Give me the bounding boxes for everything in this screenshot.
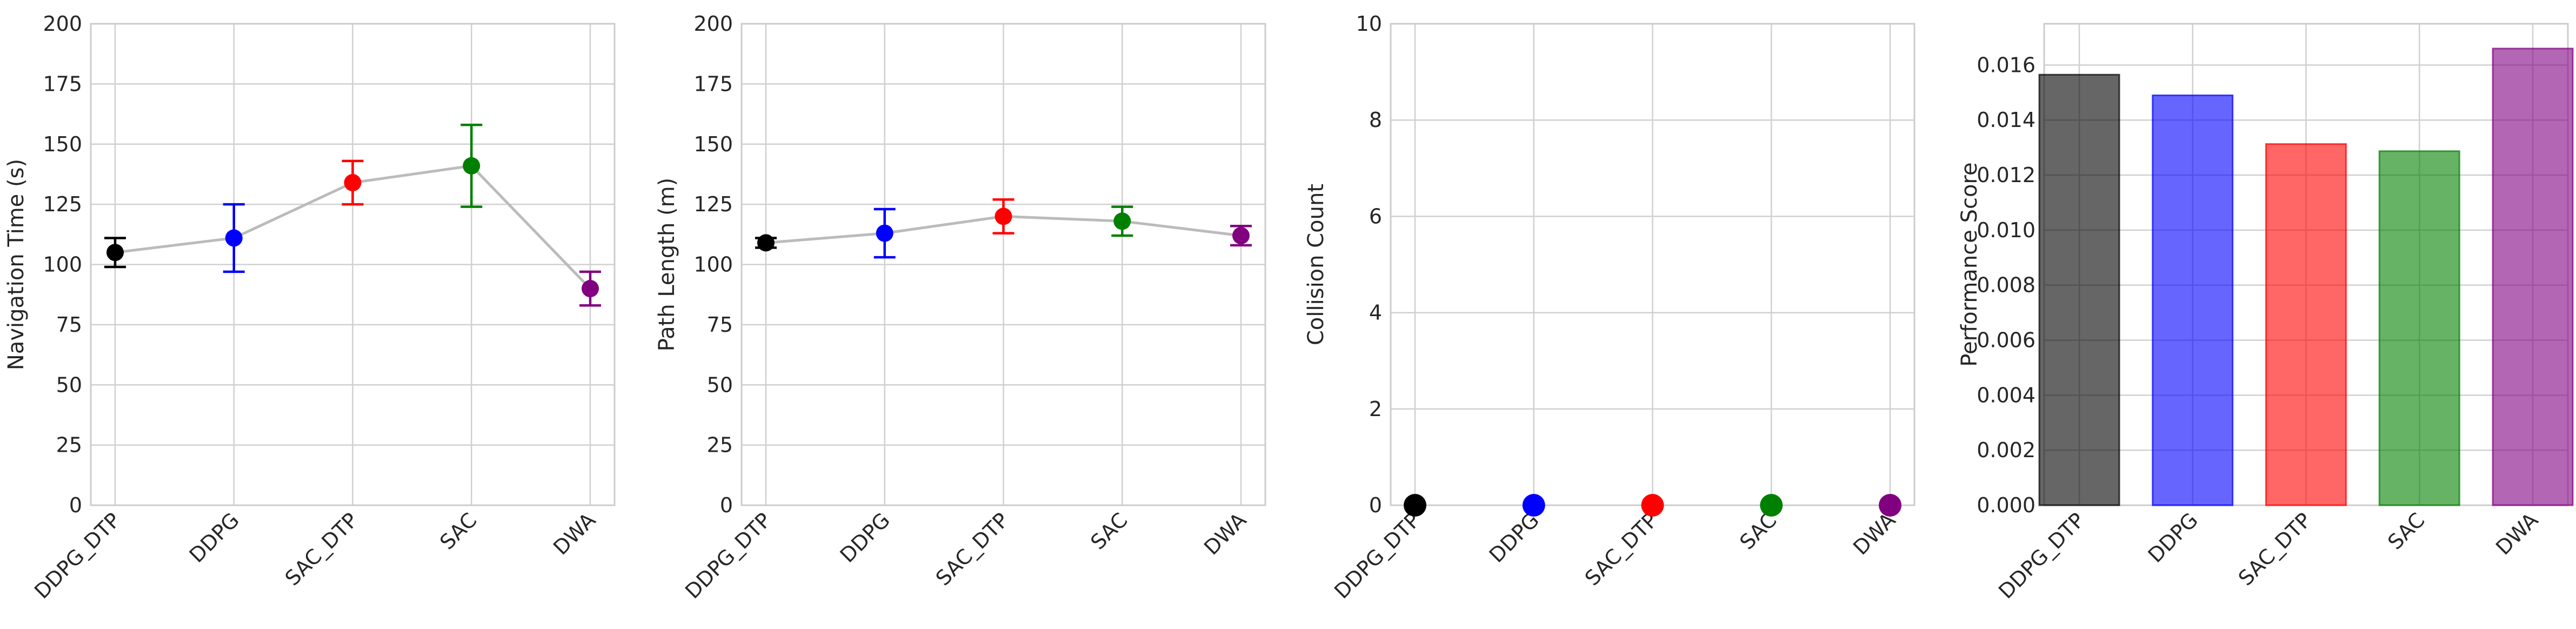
x-tick-label: SAC_DTP	[281, 508, 363, 590]
axes-frame	[90, 23, 616, 506]
x-tick-label: SAC	[1086, 508, 1132, 554]
chart-2: 0 25 50 75 100 125 150 175 200 DDPG_DTP DDPG SAC_DT…	[655, 12, 1266, 604]
x-tick-label: SAC_DTP	[1580, 508, 1663, 590]
y-axis-label: Performance Score	[1957, 162, 1982, 366]
x-tick-label: DDPG	[1485, 508, 1544, 567]
y-tick-label: 175	[43, 72, 82, 96]
y-tick-label: 50	[56, 373, 82, 397]
x-tick-label: DDPG_DTP	[680, 508, 776, 603]
y-axis-label: Path Length (m)	[655, 178, 679, 351]
y-tick-label: 10	[1356, 12, 1382, 36]
x-tick-label: DWA	[2491, 508, 2542, 559]
y-tick-label: 75	[56, 313, 82, 337]
y-tick-label: 200	[693, 12, 733, 36]
point-ddpg	[1522, 494, 1545, 517]
point-ddpg	[225, 229, 243, 247]
y-tick-label: 0	[720, 493, 733, 517]
x-tick-label: DDPG	[836, 508, 895, 567]
y-tick-label: 8	[1369, 108, 1382, 132]
y-tick-label: 0.000	[1977, 493, 2036, 517]
bar-sac	[2378, 150, 2460, 506]
bar-sac_dtp	[2265, 143, 2347, 506]
y-tick-label: 0.010	[1977, 218, 2036, 242]
bar-ddpg	[2152, 94, 2234, 506]
y-tick-label: 0.014	[1977, 108, 2036, 132]
point-dwa	[582, 280, 599, 298]
x-tick-label: DWA	[1199, 508, 1251, 559]
y-tick-label: 25	[707, 433, 733, 457]
point-dwa	[1879, 494, 1901, 517]
x-tick-label: SAC	[435, 508, 481, 554]
y-tick-label: 75	[707, 313, 733, 337]
y-tick-label: 50	[707, 373, 733, 397]
y-tick-label: 150	[693, 132, 733, 156]
y-axis-label: Navigation Time (s)	[4, 159, 29, 370]
y-tick-label: 175	[693, 72, 733, 96]
bar-ddpg_dtp	[2038, 73, 2120, 506]
point-sac	[1113, 212, 1131, 230]
chart-1: 0 25 50 75 100 125 150 175 200 DDPG_DTP DDPG SAC_DT…	[4, 12, 616, 604]
point-sac_dtp	[344, 174, 362, 192]
chart-4: 0.000 0.002 0.004 0.006 0.008 0.010 0.012 0.014…	[1957, 23, 2574, 604]
y-tick-label: 0.016	[1977, 53, 2036, 77]
y-axis-label: Collision Count	[1304, 184, 1329, 345]
y-tick-label: 0.008	[1977, 273, 2036, 297]
point-ddpg	[876, 224, 893, 242]
point-ddpg_dtp	[106, 244, 124, 262]
point-sac	[463, 157, 481, 175]
x-tick-label: DDPG_DTP	[1330, 508, 1425, 603]
x-tick-label: SAC_DTP	[2234, 508, 2316, 590]
point-ddpg_dtp	[757, 234, 775, 252]
x-tick-label: SAC_DTP	[931, 508, 1013, 590]
y-tick-label: 125	[43, 192, 82, 216]
x-tick-label: DDPG	[185, 508, 244, 567]
x-tick-label: DWA	[549, 508, 600, 559]
y-tick-label: 25	[56, 433, 82, 457]
y-tick-label: 6	[1369, 204, 1382, 228]
point-sac_dtp	[1641, 494, 1664, 517]
y-tick-label: 200	[43, 12, 82, 36]
y-tick-label: 0.006	[1977, 329, 2036, 352]
axes-frame	[740, 23, 1266, 506]
y-tick-label: 0.004	[1977, 383, 2036, 407]
point-dwa	[1232, 227, 1250, 245]
y-tick-label: 0	[1369, 493, 1382, 517]
y-tick-label: 100	[43, 253, 82, 277]
point-ddpg_dtp	[1404, 494, 1426, 517]
bar-dwa	[2492, 48, 2574, 506]
y-tick-label: 4	[1369, 301, 1382, 325]
y-tick-label: 0.002	[1977, 438, 2036, 462]
y-tick-label: 0	[69, 493, 82, 517]
y-tick-label: 0.012	[1977, 163, 2036, 187]
y-tick-label: 125	[693, 192, 733, 216]
x-tick-label: DDPG	[2144, 508, 2203, 567]
x-tick-label: DDPG_DTP	[1994, 508, 2089, 603]
x-tick-label: DDPG_DTP	[30, 508, 125, 603]
x-tick-label: SAC	[2383, 508, 2429, 554]
y-tick-label: 150	[43, 132, 82, 156]
y-tick-label: 2	[1369, 397, 1382, 421]
point-sac_dtp	[995, 208, 1012, 225]
point-sac	[1760, 494, 1783, 517]
y-tick-label: 100	[693, 253, 733, 277]
